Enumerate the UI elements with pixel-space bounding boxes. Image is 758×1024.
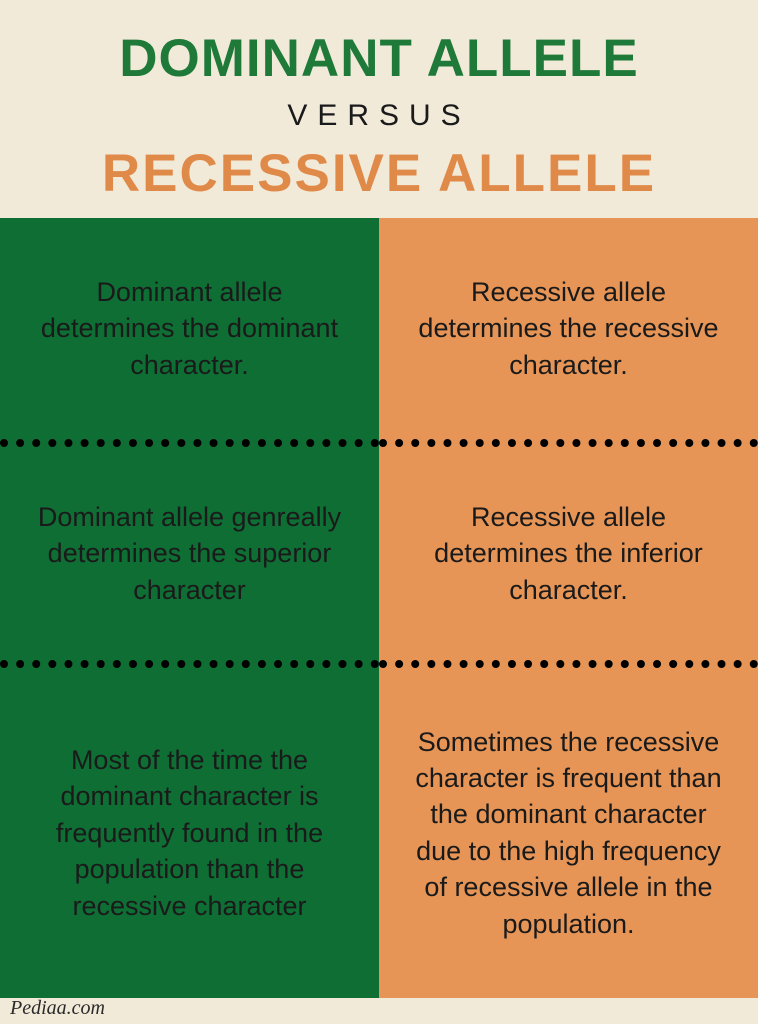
right-cell-3: Sometimes the recessive character is fre… [379, 668, 758, 998]
source-attribution: Pediaa.com [10, 997, 105, 1020]
left-cell-3: Most of the time the dominant character … [0, 668, 379, 998]
title-dominant: DOMINANT ALLELE [0, 28, 758, 89]
column-left: Dominant allele determines the dominant … [0, 218, 379, 998]
right-cell-2: Recessive allele determines the inferior… [379, 447, 758, 659]
comparison-columns: Dominant allele determines the dominant … [0, 218, 758, 998]
left-cell-1: Dominant allele determines the dominant … [0, 218, 379, 439]
divider [379, 660, 758, 668]
divider [0, 660, 379, 668]
divider [379, 439, 758, 447]
versus-label: VERSUS [0, 99, 758, 133]
column-right: Recessive allele determines the recessiv… [379, 218, 758, 998]
right-cell-1: Recessive allele determines the recessiv… [379, 218, 758, 439]
divider [0, 439, 379, 447]
title-recessive: RECESSIVE ALLELE [0, 143, 758, 204]
header: DOMINANT ALLELE VERSUS RECESSIVE ALLELE [0, 0, 758, 218]
left-cell-2: Dominant allele genreally determines the… [0, 447, 379, 659]
